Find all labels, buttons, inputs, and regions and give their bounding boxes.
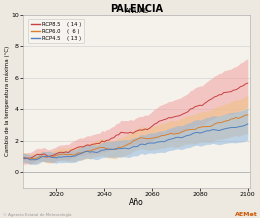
X-axis label: Año: Año — [129, 198, 144, 207]
Text: AEMet: AEMet — [235, 212, 257, 217]
Title: PALENCIA: PALENCIA — [110, 4, 163, 14]
Y-axis label: Cambio de la temperatura máxima (°C): Cambio de la temperatura máxima (°C) — [4, 46, 10, 157]
Text: © Agencia Estatal de Meteorología: © Agencia Estatal de Meteorología — [3, 213, 71, 217]
Text: ANUAL: ANUAL — [125, 8, 148, 14]
Legend: RCP8.5    ( 14 ), RCP6.0    (  6 ), RCP4.5    ( 13 ): RCP8.5 ( 14 ), RCP6.0 ( 6 ), RCP4.5 ( 13… — [28, 19, 84, 43]
